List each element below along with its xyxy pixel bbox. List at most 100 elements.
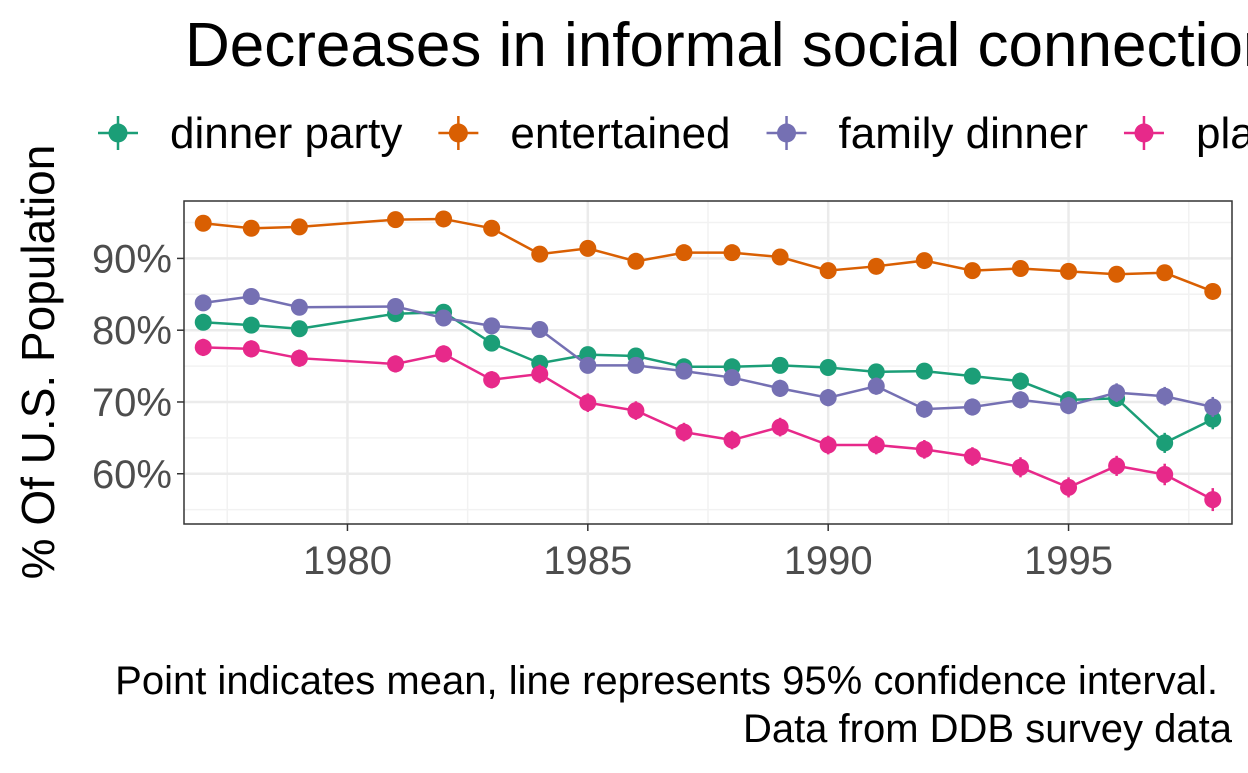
legend-item-entertained: entertained bbox=[438, 109, 731, 158]
data-point bbox=[1060, 478, 1078, 496]
data-point bbox=[915, 440, 933, 458]
data-point bbox=[867, 377, 885, 395]
data-point bbox=[867, 363, 885, 381]
legend-label: entertained bbox=[510, 109, 730, 158]
data-point bbox=[290, 320, 308, 338]
data-point bbox=[531, 365, 549, 383]
legend-item-dinner-party: dinner party bbox=[98, 109, 402, 158]
caption-line-1: Point indicates mean, line represents 95… bbox=[115, 659, 1218, 703]
data-point bbox=[387, 355, 405, 373]
data-point bbox=[1108, 457, 1126, 475]
data-point bbox=[819, 389, 837, 407]
data-point bbox=[242, 316, 260, 334]
data-point bbox=[435, 345, 453, 363]
data-point bbox=[387, 298, 405, 316]
data-point bbox=[531, 245, 549, 263]
data-point bbox=[867, 436, 885, 454]
data-point bbox=[819, 262, 837, 280]
data-point bbox=[579, 239, 597, 257]
data-point bbox=[531, 320, 549, 338]
data-point bbox=[963, 367, 981, 385]
data-point bbox=[1156, 465, 1174, 483]
data-point bbox=[1204, 410, 1222, 428]
data-point bbox=[723, 244, 741, 262]
legend-marker bbox=[777, 123, 797, 143]
legend-marker bbox=[1134, 123, 1154, 143]
data-point bbox=[194, 294, 212, 312]
y-tick-label: 80% bbox=[92, 309, 172, 353]
data-point bbox=[771, 356, 789, 374]
data-point bbox=[723, 369, 741, 387]
data-point bbox=[1156, 434, 1174, 452]
data-point bbox=[579, 356, 597, 374]
data-point bbox=[1011, 372, 1029, 390]
data-point bbox=[675, 423, 693, 441]
data-point bbox=[483, 219, 501, 237]
data-point bbox=[242, 287, 260, 305]
data-point bbox=[290, 298, 308, 316]
legend-item-family-dinner: family dinner bbox=[766, 109, 1088, 158]
data-point bbox=[1156, 387, 1174, 405]
legend-label: family dinner bbox=[839, 109, 1088, 158]
data-point bbox=[723, 431, 741, 449]
data-point bbox=[1156, 264, 1174, 282]
data-point bbox=[675, 244, 693, 262]
data-point bbox=[435, 210, 453, 228]
data-point bbox=[771, 418, 789, 436]
data-point bbox=[194, 313, 212, 331]
x-tick-label: 1980 bbox=[303, 539, 392, 583]
data-point bbox=[963, 262, 981, 280]
data-point bbox=[1108, 265, 1126, 283]
data-point bbox=[1060, 397, 1078, 415]
data-point bbox=[627, 356, 645, 374]
x-axis: 1980 1985 1990 1995 bbox=[303, 524, 1113, 583]
y-tick-label: 90% bbox=[92, 237, 172, 281]
data-point bbox=[290, 349, 308, 367]
data-point bbox=[483, 317, 501, 335]
data-point bbox=[1108, 384, 1126, 402]
data-point bbox=[963, 398, 981, 416]
series-entertained bbox=[194, 210, 1222, 300]
data-point bbox=[194, 214, 212, 232]
data-point bbox=[1011, 391, 1029, 409]
data-point bbox=[194, 338, 212, 356]
legend-label: played cards bbox=[1196, 109, 1248, 158]
data-point bbox=[435, 309, 453, 327]
data-point bbox=[387, 211, 405, 229]
data-point bbox=[1060, 262, 1078, 280]
legend-label: dinner party bbox=[170, 109, 402, 158]
data-point bbox=[579, 394, 597, 412]
data-point bbox=[1011, 259, 1029, 277]
data-point bbox=[627, 252, 645, 270]
y-axis-title: % Of U.S. Population bbox=[12, 145, 64, 580]
data-point bbox=[963, 448, 981, 466]
data-point bbox=[771, 379, 789, 397]
data-point bbox=[242, 340, 260, 358]
data-point bbox=[819, 436, 837, 454]
legend: dinner party entertained family dinner play… bbox=[98, 109, 1248, 158]
data-point bbox=[242, 219, 260, 237]
series-family-dinner bbox=[194, 287, 1222, 418]
y-tick-label: 60% bbox=[92, 453, 172, 497]
data-point bbox=[867, 257, 885, 275]
chart-title: Decreases in informal social connections bbox=[185, 11, 1248, 80]
data-point bbox=[483, 334, 501, 352]
legend-marker bbox=[108, 123, 128, 143]
data-point bbox=[483, 371, 501, 389]
y-tick-label: 70% bbox=[92, 381, 172, 425]
y-axis: 60% 70% 80% 90% bbox=[92, 237, 184, 497]
data-point bbox=[771, 248, 789, 266]
data-point bbox=[290, 218, 308, 236]
series-layer bbox=[194, 210, 1222, 512]
data-point bbox=[1011, 458, 1029, 476]
data-point bbox=[675, 362, 693, 380]
caption-line-2: Data from DDB survey data bbox=[743, 707, 1233, 751]
data-point bbox=[1204, 491, 1222, 509]
data-point bbox=[819, 359, 837, 377]
data-point bbox=[627, 402, 645, 420]
data-point bbox=[1204, 398, 1222, 416]
series-played-cards bbox=[194, 338, 1222, 512]
